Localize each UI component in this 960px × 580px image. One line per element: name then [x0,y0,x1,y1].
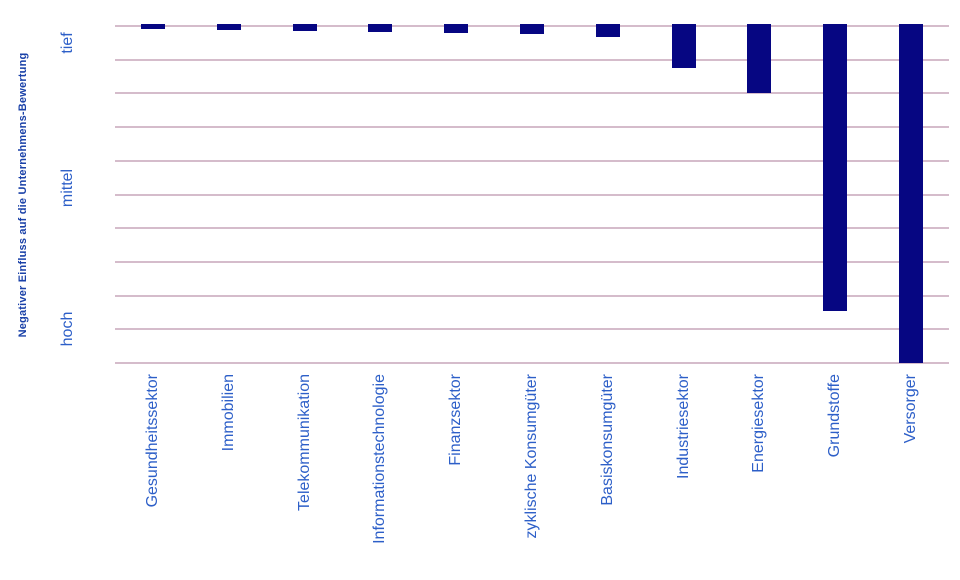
bar-grundstoffe [823,24,848,311]
bar-industriesektor [671,24,696,69]
x-tick-label-zyklische-konsumgueter: zyklische Konsumgüter [522,374,540,539]
y-tick-label-tief: tief [59,32,76,54]
gridline [115,227,949,230]
bar-energiesektor [747,24,772,94]
gridline [115,92,949,95]
gridline [115,159,949,162]
x-tick-label-gesundheitssektor: Gesundheitssektor [143,374,161,508]
bar-versorger [899,24,924,363]
bar-gesundheitssektor [140,24,165,30]
x-tick-label-energiesektor: Energiesektor [750,374,768,473]
bar-finanzsektor [444,24,469,34]
gridline [115,193,949,196]
bar-informationstechnologie [368,24,393,33]
gridline [115,126,949,129]
x-tick-label-finanzsektor: Finanzsektor [446,374,464,466]
x-tick-label-telekommunikation: Telekommunikation [295,374,313,511]
bar-immobilien [216,24,241,31]
x-tick-label-immobilien: Immobilien [219,374,237,452]
plot-area [115,24,949,364]
bar-telekommunikation [292,24,317,32]
gridline [115,260,949,263]
x-tick-label-versorger: Versorger [901,374,919,444]
y-axis-title: Negativer Einfluss auf die Unternehmens-… [17,52,29,337]
bar-zyklische-konsumgueter [520,24,544,35]
x-tick-label-basiskonsumgueter: Basiskonsumgüter [598,374,616,506]
gridline [115,294,949,297]
y-tick-label-hoch: hoch [59,311,76,347]
x-tick-label-informationstechnologie: Informationstechnologie [371,374,389,544]
gridline [115,362,949,364]
bar-basiskonsumgueter [595,24,620,38]
y-tick-label-mittel: mittel [59,168,76,207]
gridline [115,328,949,331]
x-tick-label-grundstoffe: Grundstoffe [826,374,844,458]
gridline [115,58,949,61]
x-tick-label-industriesektor: Industriesektor [674,374,692,479]
